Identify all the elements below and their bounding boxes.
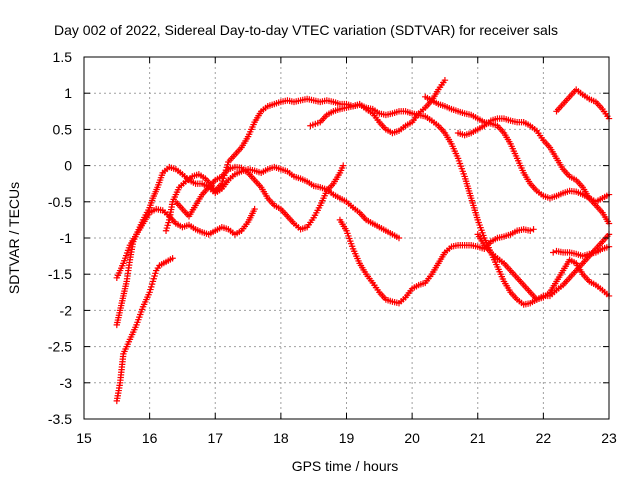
series-arc-7 (336, 216, 537, 307)
data-point-marker (441, 76, 449, 84)
x-tick-labels: 15 16 17 18 19 20 21 22 23 (76, 430, 617, 446)
chart-title: Day 002 of 2022, Sidereal Day-to-day VTE… (54, 22, 558, 38)
y-tick-labels: -3.5 -3 -2.5 -2 -1.5 -1 -0.5 0 0.5 1 1.5 (48, 49, 72, 427)
x-tick-label: 15 (76, 430, 92, 446)
x-tick-label: 23 (601, 430, 617, 446)
y-tick-label: -0.5 (48, 194, 72, 210)
y-tick-label: -2 (60, 302, 73, 318)
x-tick-label: 16 (142, 430, 158, 446)
data-point-marker (340, 162, 347, 169)
x-tick-label: 21 (470, 430, 486, 446)
y-tick-label: -3.5 (48, 411, 72, 427)
series-arc-11 (550, 243, 613, 260)
data-point-marker (550, 249, 557, 256)
series-arc-3 (113, 163, 403, 282)
series-arc-4 (162, 76, 449, 234)
series-arc-10 (474, 231, 613, 303)
y-tick-label: 1.5 (53, 49, 73, 65)
x-tick-label: 19 (339, 430, 355, 446)
data-point-marker (251, 205, 258, 213)
y-axis-title: SDTVAR / TECUs (6, 182, 22, 294)
series-arc-9 (454, 115, 613, 227)
series-arc-6 (307, 101, 613, 308)
y-tick-label: -1.5 (48, 266, 72, 282)
data-point-marker (395, 234, 403, 242)
data-series (113, 76, 613, 405)
x-tick-label: 17 (207, 430, 223, 446)
x-axis-title: GPS time / hours (292, 458, 399, 474)
x-tick-label: 18 (273, 430, 289, 446)
series-arc-12 (553, 86, 613, 122)
data-point-marker (169, 255, 176, 262)
y-tick-label: -3 (60, 375, 73, 391)
series-arc-1 (113, 255, 176, 405)
y-tick-label: 1 (64, 85, 72, 101)
axis-ticks (83, 56, 610, 420)
data-point-marker (530, 226, 537, 233)
data-point-marker (527, 227, 534, 234)
y-tick-label: 0.5 (53, 121, 73, 137)
y-tick-label: 0 (64, 158, 72, 174)
x-tick-label: 22 (536, 430, 552, 446)
y-tick-label: -2.5 (48, 339, 72, 355)
y-tick-label: -1 (60, 230, 73, 246)
series-arc-5 (172, 162, 347, 233)
x-tick-label: 20 (404, 430, 420, 446)
